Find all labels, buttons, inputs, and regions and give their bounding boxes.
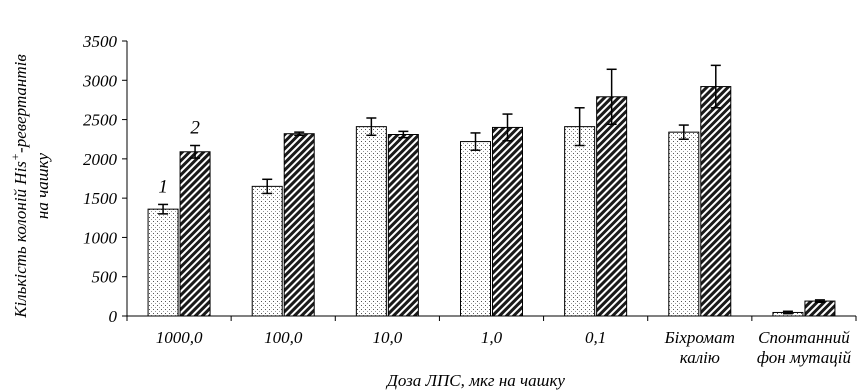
x-tick-label: Спонтанний (758, 328, 850, 347)
bar-series-1 (147, 208, 179, 317)
x-tick-label: фон мутацій (757, 348, 852, 367)
y-tick-label: 3500 (82, 32, 118, 51)
x-axis-title: Доза ЛПС, мкг на чашку (385, 371, 565, 390)
x-tick-label: Біхромат (664, 328, 735, 347)
series-label-1: 1 (158, 176, 168, 197)
y-tick-label: 500 (92, 268, 118, 287)
bar-series-1 (668, 131, 700, 317)
y-tick-label: 1000 (83, 228, 118, 247)
x-tick-label: 10,0 (372, 328, 402, 347)
y-tick-label: 2000 (83, 150, 118, 169)
x-tick-label: калію (680, 348, 720, 367)
y-axis-title-sup: + (8, 153, 22, 161)
svg-text:Кількість колоній His+-реверта: Кількість колоній His+-ревертантів (8, 54, 30, 319)
bar-series-2 (700, 86, 732, 317)
plot-area: 0 500 1000 1500 2000 2500 3000 3500 1000,0 100,0 1… (82, 32, 857, 367)
y-tick-label: 3000 (82, 71, 118, 90)
bar-series-2 (387, 134, 419, 317)
y-tick-label: 0 (109, 307, 118, 326)
bar-series-2 (804, 300, 836, 317)
series-label-2: 2 (190, 118, 200, 139)
bar-series-1 (460, 141, 491, 317)
y-tick-label: 2500 (83, 111, 118, 130)
y-tick-label: 1500 (83, 189, 118, 208)
bar-series-1 (251, 185, 283, 317)
bar-series-2 (596, 96, 628, 317)
y-axis-title-line1: Кількість колоній His (11, 161, 30, 319)
bar-series-1 (355, 126, 387, 317)
x-tick-label: 100,0 (264, 328, 303, 347)
bar-series-2 (283, 133, 315, 317)
y-axis-title-line1-end: -ревертантів (11, 54, 30, 153)
x-tick-label: 0,1 (585, 328, 606, 347)
bar-series-1 (564, 126, 596, 317)
x-tick-label: 1000,0 (156, 328, 203, 347)
x-tick-label: 1,0 (481, 328, 503, 347)
y-axis-title-line2: на чашку (33, 152, 52, 219)
bar-series-2 (492, 126, 523, 317)
y-axis-title: Кількість колоній His+-ревертантів на ча… (8, 54, 52, 319)
bar-series-2 (179, 151, 211, 317)
